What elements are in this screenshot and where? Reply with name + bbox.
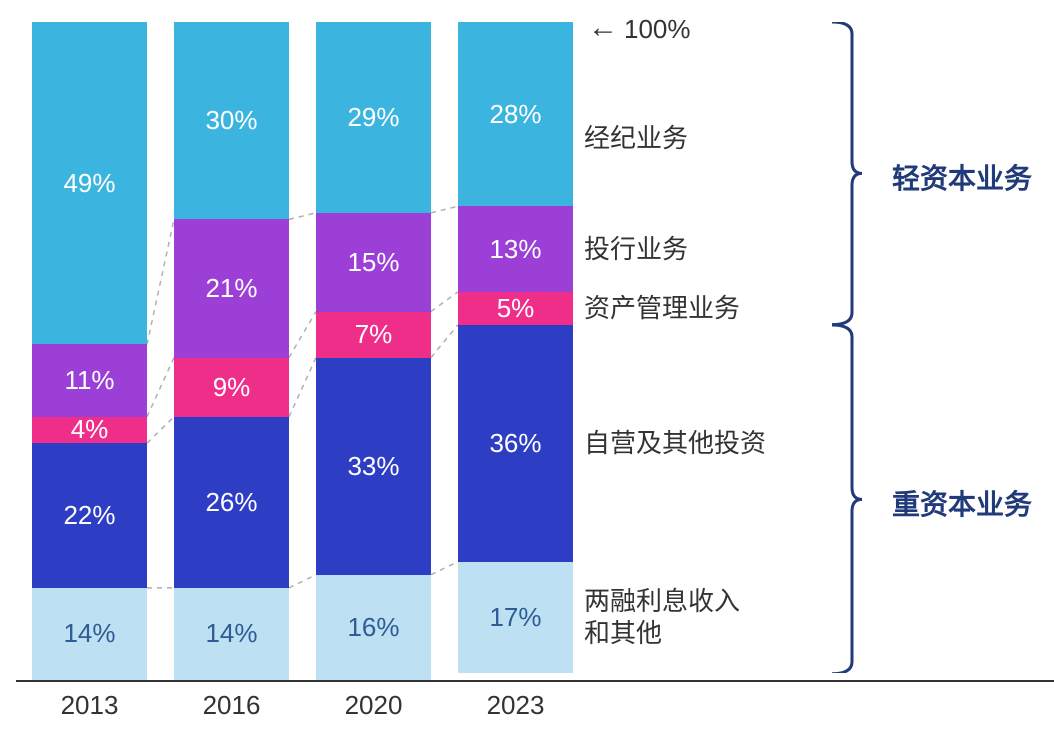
series-label: 资产管理业务	[584, 292, 740, 325]
series-label: 自营及其他投资	[584, 427, 766, 460]
segment-value-label: 16%	[347, 612, 399, 643]
segment-asset_mgmt: 7%	[316, 312, 431, 358]
x-axis-year: 2023	[458, 690, 573, 721]
segment-ibank: 21%	[174, 219, 289, 357]
segment-ibank: 13%	[458, 206, 573, 292]
segment-ibank: 15%	[316, 213, 431, 312]
segment-brokerage: 30%	[174, 22, 289, 219]
segment-value-label: 28%	[489, 99, 541, 130]
segment-value-label: 5%	[497, 293, 535, 324]
segment-prop_inv: 36%	[458, 325, 573, 562]
segment-value-label: 22%	[63, 500, 115, 531]
arrow-left-icon: ←	[588, 13, 618, 43]
group-label: 重资本业务	[892, 483, 1032, 523]
segment-asset_mgmt: 9%	[174, 358, 289, 417]
plot-area: 49% 11% 4% 22% 14% 30% 21% 9% 26% 14% 29% 15% 7% 33% 1…	[32, 22, 574, 680]
x-axis-year: 2016	[174, 690, 289, 721]
segment-value-label: 4%	[71, 414, 109, 445]
series-labels: 经纪业务投行业务资产管理业务自营及其他投资两融利息收入 和其他	[584, 22, 804, 680]
group-label: 轻资本业务	[892, 157, 1032, 197]
segment-margin_int: 16%	[316, 575, 431, 680]
segment-value-label: 15%	[347, 247, 399, 278]
bar-column: 30% 21% 9% 26% 14%	[174, 22, 289, 680]
segment-value-label: 14%	[205, 618, 257, 649]
bar-column: 29% 15% 7% 33% 16%	[316, 22, 431, 680]
stacked-bar-chart: 49% 11% 4% 22% 14% 30% 21% 9% 26% 14% 29% 15% 7% 33% 1…	[0, 0, 1054, 747]
segment-value-label: 7%	[355, 319, 393, 350]
segment-value-label: 21%	[205, 273, 257, 304]
segment-brokerage: 29%	[316, 22, 431, 213]
segment-value-label: 33%	[347, 451, 399, 482]
hundred-percent-annotation: ← 100%	[588, 14, 691, 45]
x-axis-line	[16, 680, 1054, 682]
segment-value-label: 17%	[489, 602, 541, 633]
brace-icon	[828, 22, 864, 325]
series-label: 两融利息收入 和其他	[584, 585, 740, 650]
series-label: 经纪业务	[584, 122, 688, 155]
segment-margin_int: 14%	[32, 588, 147, 680]
x-axis-labels: 2013 2016 2020 2023	[32, 690, 574, 730]
x-axis-year: 2013	[32, 690, 147, 721]
segment-value-label: 30%	[205, 105, 257, 136]
segment-value-label: 14%	[63, 618, 115, 649]
segment-asset_mgmt: 5%	[458, 292, 573, 325]
segment-prop_inv: 26%	[174, 417, 289, 588]
segment-margin_int: 14%	[174, 588, 289, 680]
segment-value-label: 36%	[489, 428, 541, 459]
brace-icon	[828, 325, 864, 674]
segment-value-label: 26%	[205, 487, 257, 518]
x-axis-year: 2020	[316, 690, 431, 721]
segment-brokerage: 28%	[458, 22, 573, 206]
segment-value-label: 29%	[347, 102, 399, 133]
segment-prop_inv: 33%	[316, 358, 431, 575]
segment-margin_int: 17%	[458, 562, 573, 674]
bar-column: 49% 11% 4% 22% 14%	[32, 22, 147, 680]
segment-value-label: 13%	[489, 234, 541, 265]
segment-value-label: 9%	[213, 372, 251, 403]
segment-prop_inv: 22%	[32, 443, 147, 588]
hundred-percent-text: 100%	[624, 14, 691, 45]
segment-value-label: 11%	[64, 365, 114, 396]
segment-value-label: 49%	[63, 168, 115, 199]
segment-brokerage: 49%	[32, 22, 147, 344]
bar-column: 28% 13% 5% 36% 17%	[458, 22, 573, 680]
segment-ibank: 11%	[32, 344, 147, 416]
segment-asset_mgmt: 4%	[32, 417, 147, 443]
group-labels: 轻资本业务重资本业务	[872, 22, 1032, 680]
series-label: 投行业务	[584, 233, 688, 266]
